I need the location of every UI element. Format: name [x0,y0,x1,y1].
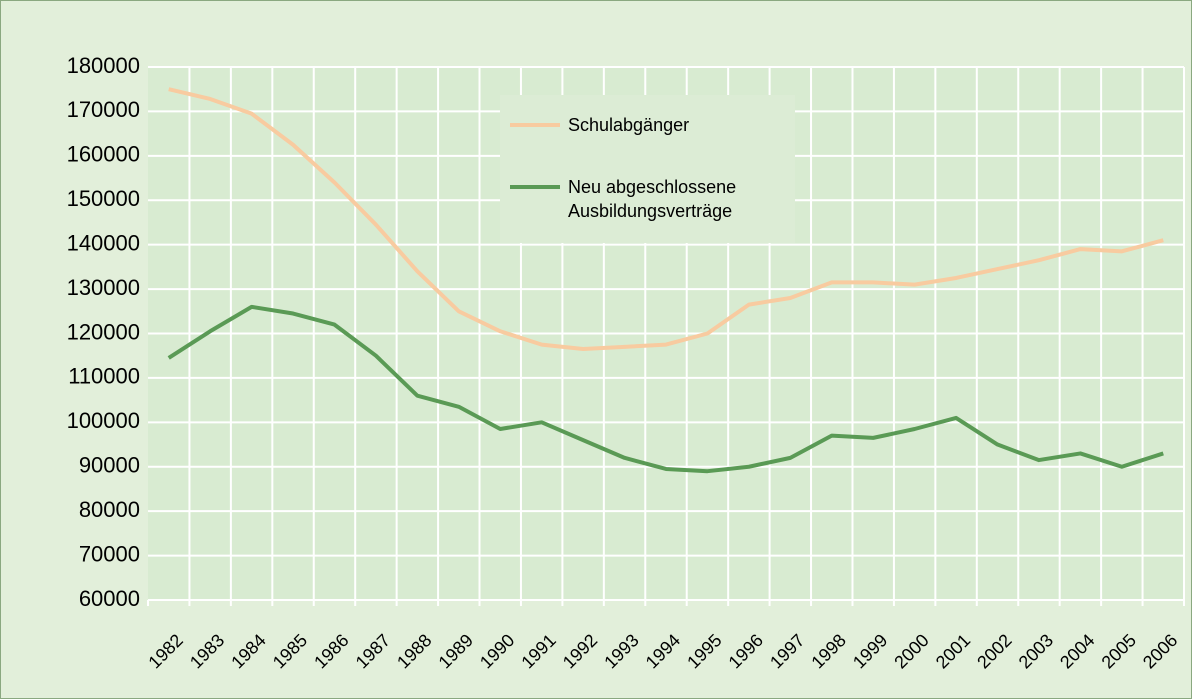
y-tick-label: 70000 [79,541,140,566]
y-tick-label: 100000 [67,408,140,433]
legend-label: Neu abgeschlossene Ausbildungsverträge [568,177,737,221]
y-tick-label: 130000 [67,275,140,300]
y-tick-label: 60000 [79,586,140,611]
legend-entry: Neu abgeschlossene Ausbildungsverträge [510,175,788,223]
y-tick-label: 180000 [67,53,140,78]
legend: Schulabgänger Neu abgeschlossene Ausbildu… [500,95,795,243]
y-tick-label: 170000 [67,97,140,122]
y-tick-label: 120000 [67,319,140,344]
series-line [168,87,1164,352]
y-tick-label: 90000 [79,453,140,478]
y-tick-label: 150000 [67,186,140,211]
y-tick-label: 160000 [67,142,140,167]
legend-label: Schulabgänger [568,115,690,135]
legend-swatch [510,185,560,189]
y-tick-label: 80000 [79,497,140,522]
series-line [167,304,1164,474]
legend-entry: Schulabgänger [510,113,788,137]
y-tick-label: 110000 [68,364,140,389]
y-tick-label: 140000 [67,230,140,255]
legend-swatch [510,123,560,127]
